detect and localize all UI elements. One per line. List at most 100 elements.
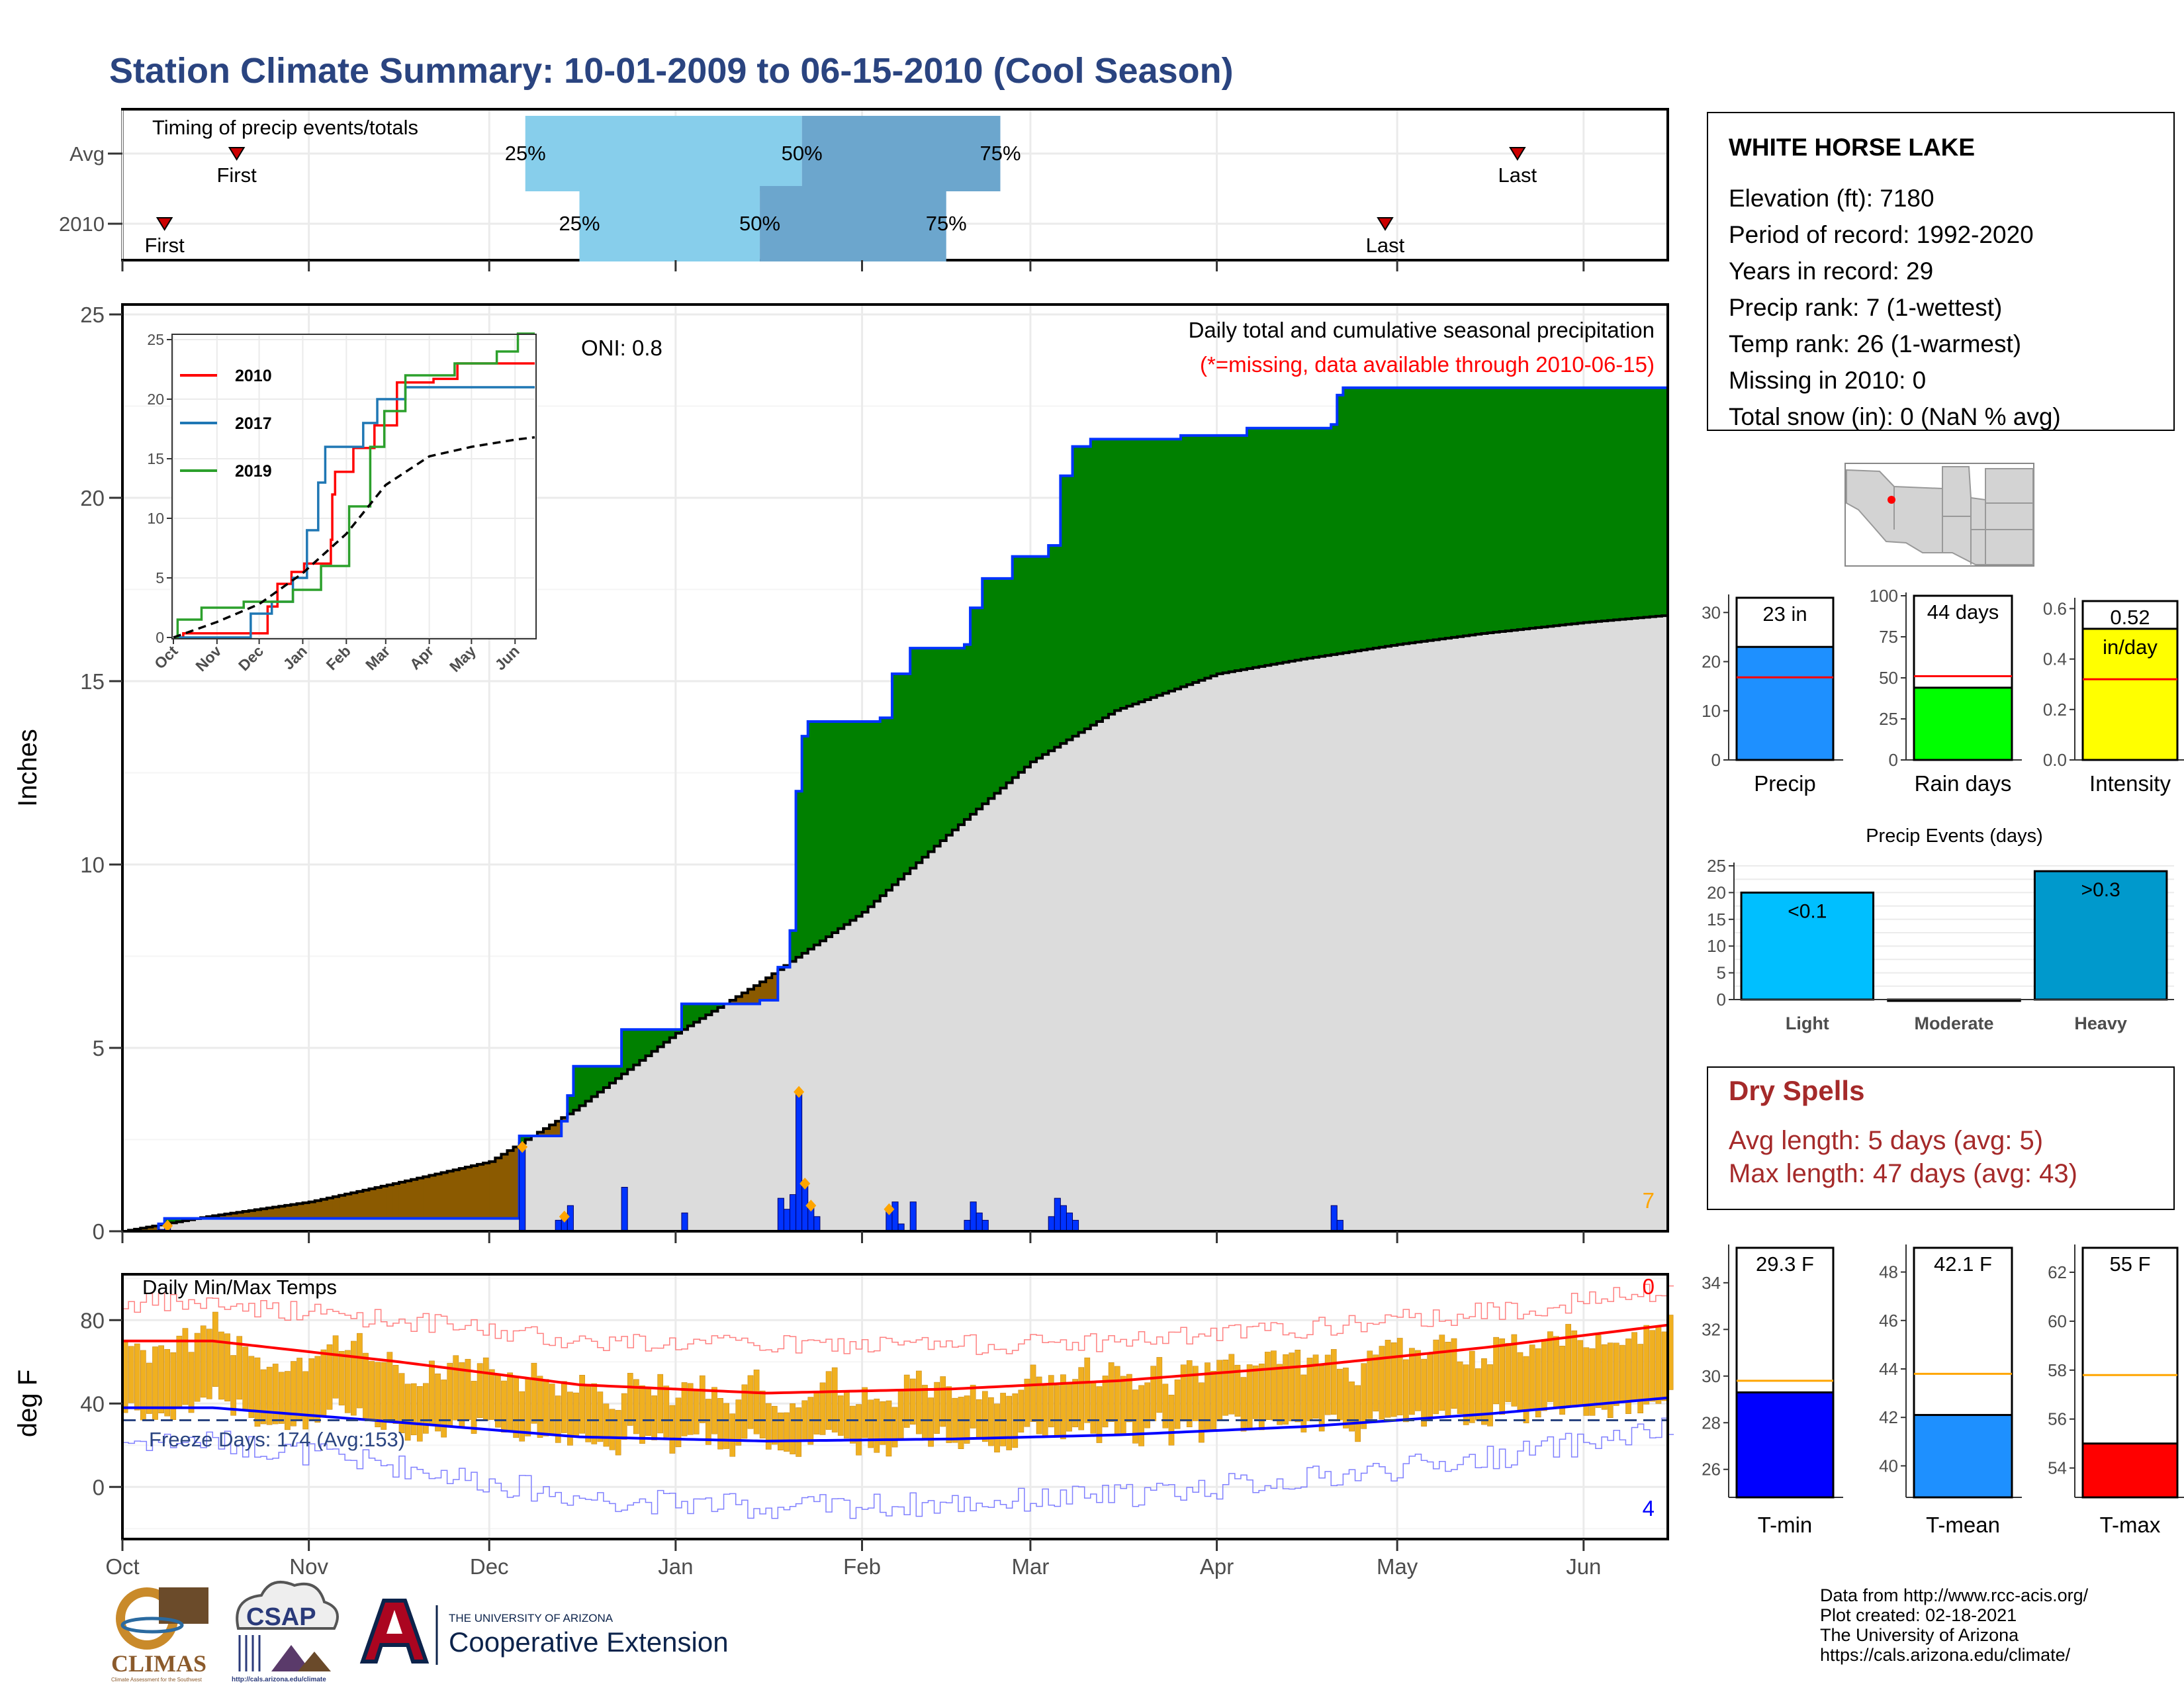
daily-temp-bar bbox=[1595, 1335, 1602, 1408]
last-label: Last bbox=[1366, 234, 1405, 257]
ahead-area bbox=[856, 721, 863, 917]
daily-temp-bar bbox=[669, 1405, 676, 1454]
daily-temp-bar bbox=[1577, 1340, 1584, 1406]
ahead-area bbox=[1608, 387, 1614, 621]
daily-temp-bar bbox=[1162, 1383, 1169, 1429]
daily-temp-bar bbox=[435, 1373, 441, 1432]
ahead-area bbox=[1433, 387, 1440, 640]
climas-text: CLIMAS bbox=[111, 1650, 206, 1677]
y-tick-label: 46 bbox=[1879, 1311, 1898, 1331]
behind-area bbox=[146, 1227, 154, 1231]
daily-temp-bar bbox=[236, 1336, 243, 1400]
behind-area bbox=[417, 1178, 424, 1219]
daily-temp-bar bbox=[1607, 1342, 1614, 1418]
daily-temp-bar bbox=[531, 1362, 537, 1424]
daily-temp-bar bbox=[1637, 1344, 1643, 1413]
y-tick-label: 20 bbox=[1702, 652, 1721, 672]
daily-temp-bar bbox=[1601, 1344, 1608, 1410]
daily-temp-bar bbox=[1493, 1336, 1499, 1405]
ahead-area bbox=[1168, 439, 1175, 691]
daily-temp-bar bbox=[705, 1399, 711, 1445]
daily-temp-bar bbox=[525, 1378, 531, 1436]
daily-temp-bar bbox=[1402, 1359, 1409, 1423]
daily-temp-bar bbox=[410, 1383, 417, 1436]
daily-temp-bar bbox=[597, 1391, 604, 1442]
ahead-area bbox=[1247, 428, 1253, 669]
daily-temp-bar bbox=[332, 1335, 339, 1399]
ahead-area bbox=[1511, 387, 1518, 631]
daily-temp-bar bbox=[278, 1372, 285, 1424]
ahead-area bbox=[1619, 387, 1627, 620]
ahead-area bbox=[1391, 387, 1398, 645]
daily-temp-bar bbox=[381, 1362, 387, 1430]
daily-temp-bar bbox=[1487, 1364, 1493, 1427]
ahead-area bbox=[801, 736, 809, 953]
ahead-area bbox=[585, 1066, 592, 1102]
ahead-area bbox=[639, 1029, 647, 1060]
last-marker bbox=[1377, 217, 1394, 231]
ahead-area bbox=[615, 1066, 622, 1079]
behind-area bbox=[741, 992, 749, 1004]
y-tick-label: 0 bbox=[1717, 990, 1726, 1009]
daily-temp-bar bbox=[831, 1367, 838, 1432]
daily-temp-bar bbox=[934, 1382, 940, 1434]
daily-temp-bar bbox=[357, 1333, 363, 1409]
ahead-area bbox=[1193, 435, 1199, 682]
ahead-area bbox=[862, 721, 869, 913]
event-bar bbox=[1740, 891, 1875, 1001]
precip-panel: 0 5 10 15 20 25 Daily total and cumulative se… bbox=[13, 303, 1669, 1244]
value-bar bbox=[1735, 645, 1835, 761]
daily-temp-bar bbox=[1150, 1366, 1157, 1421]
y-tick-label: 0 bbox=[93, 1475, 105, 1499]
behind-area bbox=[555, 1121, 562, 1136]
daily-temp-bar bbox=[1246, 1364, 1253, 1430]
inset-y-tick-label: 10 bbox=[147, 510, 164, 527]
x-tick-label: Oct bbox=[105, 1554, 139, 1579]
daily-precip-bar bbox=[1066, 1212, 1073, 1232]
daily-temp-bar bbox=[1192, 1366, 1199, 1421]
behind-area bbox=[537, 1132, 544, 1136]
behind-area bbox=[140, 1228, 147, 1231]
daily-temp-bar bbox=[1186, 1360, 1193, 1427]
legend-label: 2019 bbox=[235, 462, 272, 481]
ahead-area bbox=[922, 648, 929, 857]
daily-temp-bar bbox=[663, 1385, 670, 1438]
behind-area bbox=[411, 1179, 418, 1219]
daily-temp-bar bbox=[1114, 1366, 1120, 1436]
daily-temp-bar bbox=[1234, 1364, 1241, 1417]
timing-label: Timing of precip events/totals bbox=[152, 116, 418, 139]
ahead-area bbox=[1614, 387, 1620, 620]
daily-temp-bar bbox=[285, 1371, 291, 1430]
daily-temp-bar bbox=[778, 1412, 784, 1450]
station-line: Missing in 2010: 0 bbox=[1729, 367, 1926, 394]
daily-temp-bar bbox=[519, 1391, 525, 1442]
ahead-area bbox=[964, 644, 971, 820]
ahead-area bbox=[1060, 475, 1068, 744]
ahead-area bbox=[1367, 387, 1374, 649]
behind-area bbox=[314, 1200, 322, 1219]
station-line: Years in record: 29 bbox=[1729, 258, 1933, 285]
ahead-area bbox=[1337, 395, 1343, 654]
ahead-area bbox=[1048, 545, 1055, 751]
behind-area bbox=[375, 1187, 382, 1219]
daily-temp-bar bbox=[1318, 1366, 1325, 1432]
snow-marker bbox=[517, 1141, 528, 1153]
daily-temp-bar bbox=[1619, 1344, 1625, 1403]
first-marker bbox=[156, 217, 173, 231]
missing-count: 7 bbox=[1643, 1188, 1655, 1213]
ahead-area bbox=[591, 1066, 598, 1097]
legend-label: 2017 bbox=[235, 414, 272, 433]
daily-temp-bar bbox=[1367, 1350, 1373, 1419]
daily-temp-bar bbox=[459, 1362, 465, 1428]
inset-series-line bbox=[173, 436, 535, 639]
daily-temp-bar bbox=[537, 1376, 543, 1438]
daily-temp-bar bbox=[675, 1397, 682, 1448]
ahead-area bbox=[1144, 439, 1152, 700]
credit-line: https://cals.arizona.edu/climate/ bbox=[1820, 1645, 2071, 1665]
station-line: Total snow (in): 0 (NaN % avg) bbox=[1729, 403, 2061, 430]
intensity-chart: 0.0 0.2 0.4 0.6 0.52 in/day Intensity bbox=[2043, 598, 2184, 796]
daily-temp-bar bbox=[1283, 1354, 1289, 1425]
ahead-area bbox=[1228, 435, 1236, 672]
daily-precip-bar bbox=[1060, 1205, 1067, 1232]
